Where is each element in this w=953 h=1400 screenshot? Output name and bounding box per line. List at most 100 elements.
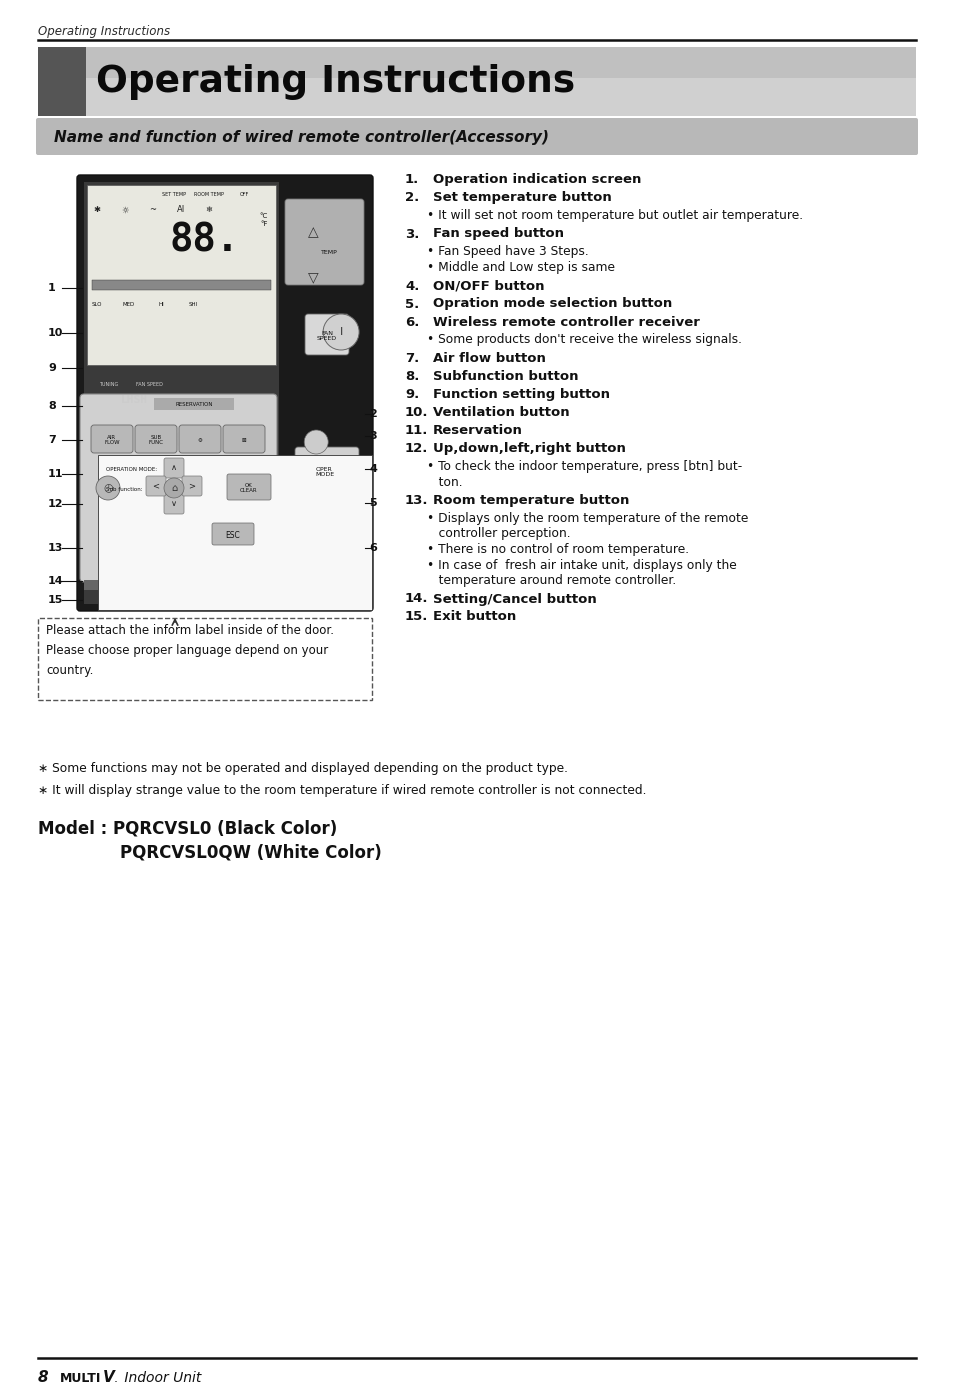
Text: SET TEMP: SET TEMP xyxy=(162,192,186,197)
Text: • Fan Speed have 3 Steps.: • Fan Speed have 3 Steps. xyxy=(427,245,588,259)
Text: ∧: ∧ xyxy=(171,463,177,473)
Text: Operating Instructions: Operating Instructions xyxy=(96,64,575,101)
Text: ROOM TEMP: ROOM TEMP xyxy=(193,192,224,197)
Text: 15.: 15. xyxy=(405,610,428,623)
Text: • Some products don't receive the wireless signals.: • Some products don't receive the wirele… xyxy=(427,333,741,347)
Text: Operation indication screen: Operation indication screen xyxy=(433,174,640,186)
Text: SLO: SLO xyxy=(91,302,102,308)
Bar xyxy=(283,182,366,603)
Text: △: △ xyxy=(307,225,318,239)
Text: Operating Instructions: Operating Instructions xyxy=(38,25,170,38)
Bar xyxy=(91,280,271,290)
Text: °C
°F: °C °F xyxy=(259,213,268,227)
Text: • There is no control of room temperature.: • There is no control of room temperatur… xyxy=(427,543,688,556)
Bar xyxy=(38,617,372,700)
Text: ✱: ✱ xyxy=(93,206,100,214)
Text: 13: 13 xyxy=(48,543,63,553)
Text: 5: 5 xyxy=(369,498,376,508)
Text: Wireless remote controller receiver: Wireless remote controller receiver xyxy=(433,315,700,329)
Text: I: I xyxy=(339,328,342,337)
Text: 10: 10 xyxy=(48,328,63,337)
Text: Room temperature button: Room temperature button xyxy=(433,494,629,507)
Text: .: . xyxy=(113,1372,118,1385)
Text: 5.: 5. xyxy=(405,298,418,311)
Circle shape xyxy=(96,476,120,500)
FancyBboxPatch shape xyxy=(305,314,349,356)
Text: 6.: 6. xyxy=(405,315,419,329)
Text: LHSH: LHSH xyxy=(120,395,148,405)
FancyBboxPatch shape xyxy=(91,426,132,454)
Text: ∗ Some functions may not be operated and displayed depending on the product type: ∗ Some functions may not be operated and… xyxy=(38,762,567,776)
Text: Model : PQRCVSL0 (Black Color): Model : PQRCVSL0 (Black Color) xyxy=(38,820,337,839)
Text: OFF: OFF xyxy=(239,192,249,197)
Text: PQRCVSL0QW (White Color): PQRCVSL0QW (White Color) xyxy=(120,844,381,862)
Text: • To check the indoor temperature, press [btn] but-: • To check the indoor temperature, press… xyxy=(427,461,741,473)
FancyBboxPatch shape xyxy=(182,476,202,496)
Text: HI: HI xyxy=(158,302,164,308)
FancyBboxPatch shape xyxy=(212,524,253,545)
Text: 12: 12 xyxy=(48,498,64,510)
Circle shape xyxy=(164,477,184,498)
Text: Subfunction button: Subfunction button xyxy=(433,370,578,384)
Text: ON/OFF button: ON/OFF button xyxy=(433,280,544,293)
Text: ◷: ◷ xyxy=(103,483,112,493)
Text: 9.: 9. xyxy=(405,388,418,400)
Circle shape xyxy=(323,314,358,350)
Text: AI: AI xyxy=(176,206,185,214)
Text: • Middle and Low step is same: • Middle and Low step is same xyxy=(427,260,615,274)
Text: MED: MED xyxy=(123,302,135,308)
Bar xyxy=(98,455,372,610)
Text: Sub function:: Sub function: xyxy=(106,487,143,491)
Text: Reservation: Reservation xyxy=(433,424,522,437)
Text: AIR
FLOW: AIR FLOW xyxy=(104,434,120,445)
Text: Set temperature button: Set temperature button xyxy=(433,190,611,204)
Text: 14.: 14. xyxy=(405,592,428,605)
Text: temperature around remote controller.: temperature around remote controller. xyxy=(427,574,676,587)
Text: TEMP: TEMP xyxy=(321,249,337,255)
FancyBboxPatch shape xyxy=(227,475,271,500)
Text: Fan speed button: Fan speed button xyxy=(433,227,563,241)
Text: FAN SPEED: FAN SPEED xyxy=(135,382,162,388)
Text: 12.: 12. xyxy=(405,442,428,455)
Text: TUNING: TUNING xyxy=(99,382,118,388)
FancyBboxPatch shape xyxy=(36,118,917,155)
Text: Please attach the inform label inside of the door.
Please choose proper language: Please attach the inform label inside of… xyxy=(46,624,334,678)
Text: 13.: 13. xyxy=(405,494,428,507)
Bar xyxy=(86,78,915,116)
Text: 4.: 4. xyxy=(405,280,419,293)
Text: FAN
SPEED: FAN SPEED xyxy=(316,330,336,342)
FancyBboxPatch shape xyxy=(223,426,265,454)
Text: 1: 1 xyxy=(48,283,55,293)
Text: Exit button: Exit button xyxy=(433,610,516,623)
Bar xyxy=(153,398,233,410)
Bar xyxy=(87,185,275,365)
Text: • Displays only the room temperature of the remote: • Displays only the room temperature of … xyxy=(427,512,747,525)
Text: Name and function of wired remote controller(Accessory): Name and function of wired remote contro… xyxy=(54,130,548,146)
Text: 3: 3 xyxy=(369,431,376,441)
Text: Ventilation button: Ventilation button xyxy=(433,406,569,419)
FancyBboxPatch shape xyxy=(294,447,358,496)
Text: 6: 6 xyxy=(369,543,376,553)
Text: 2: 2 xyxy=(369,409,376,419)
Bar xyxy=(84,580,273,589)
Circle shape xyxy=(304,430,328,454)
Text: V: V xyxy=(103,1371,114,1386)
Text: 8: 8 xyxy=(38,1371,49,1386)
Text: 9: 9 xyxy=(48,363,56,372)
Bar xyxy=(86,48,915,116)
Text: Indoor Unit: Indoor Unit xyxy=(120,1371,201,1385)
Text: ☼: ☼ xyxy=(121,206,129,214)
FancyBboxPatch shape xyxy=(146,476,166,496)
Text: 15: 15 xyxy=(48,595,63,605)
Text: ❄: ❄ xyxy=(205,206,213,214)
Text: OPERATION MODE:: OPERATION MODE: xyxy=(106,468,157,472)
FancyBboxPatch shape xyxy=(80,393,276,582)
Text: 11: 11 xyxy=(48,469,64,479)
Text: 3.: 3. xyxy=(405,227,419,241)
Text: ∨: ∨ xyxy=(171,500,177,508)
Bar xyxy=(38,165,381,636)
Text: ESC: ESC xyxy=(226,531,240,539)
Text: Setting/Cancel button: Setting/Cancel button xyxy=(433,592,597,605)
Text: MULTI: MULTI xyxy=(60,1372,101,1385)
Text: 11.: 11. xyxy=(405,424,428,437)
